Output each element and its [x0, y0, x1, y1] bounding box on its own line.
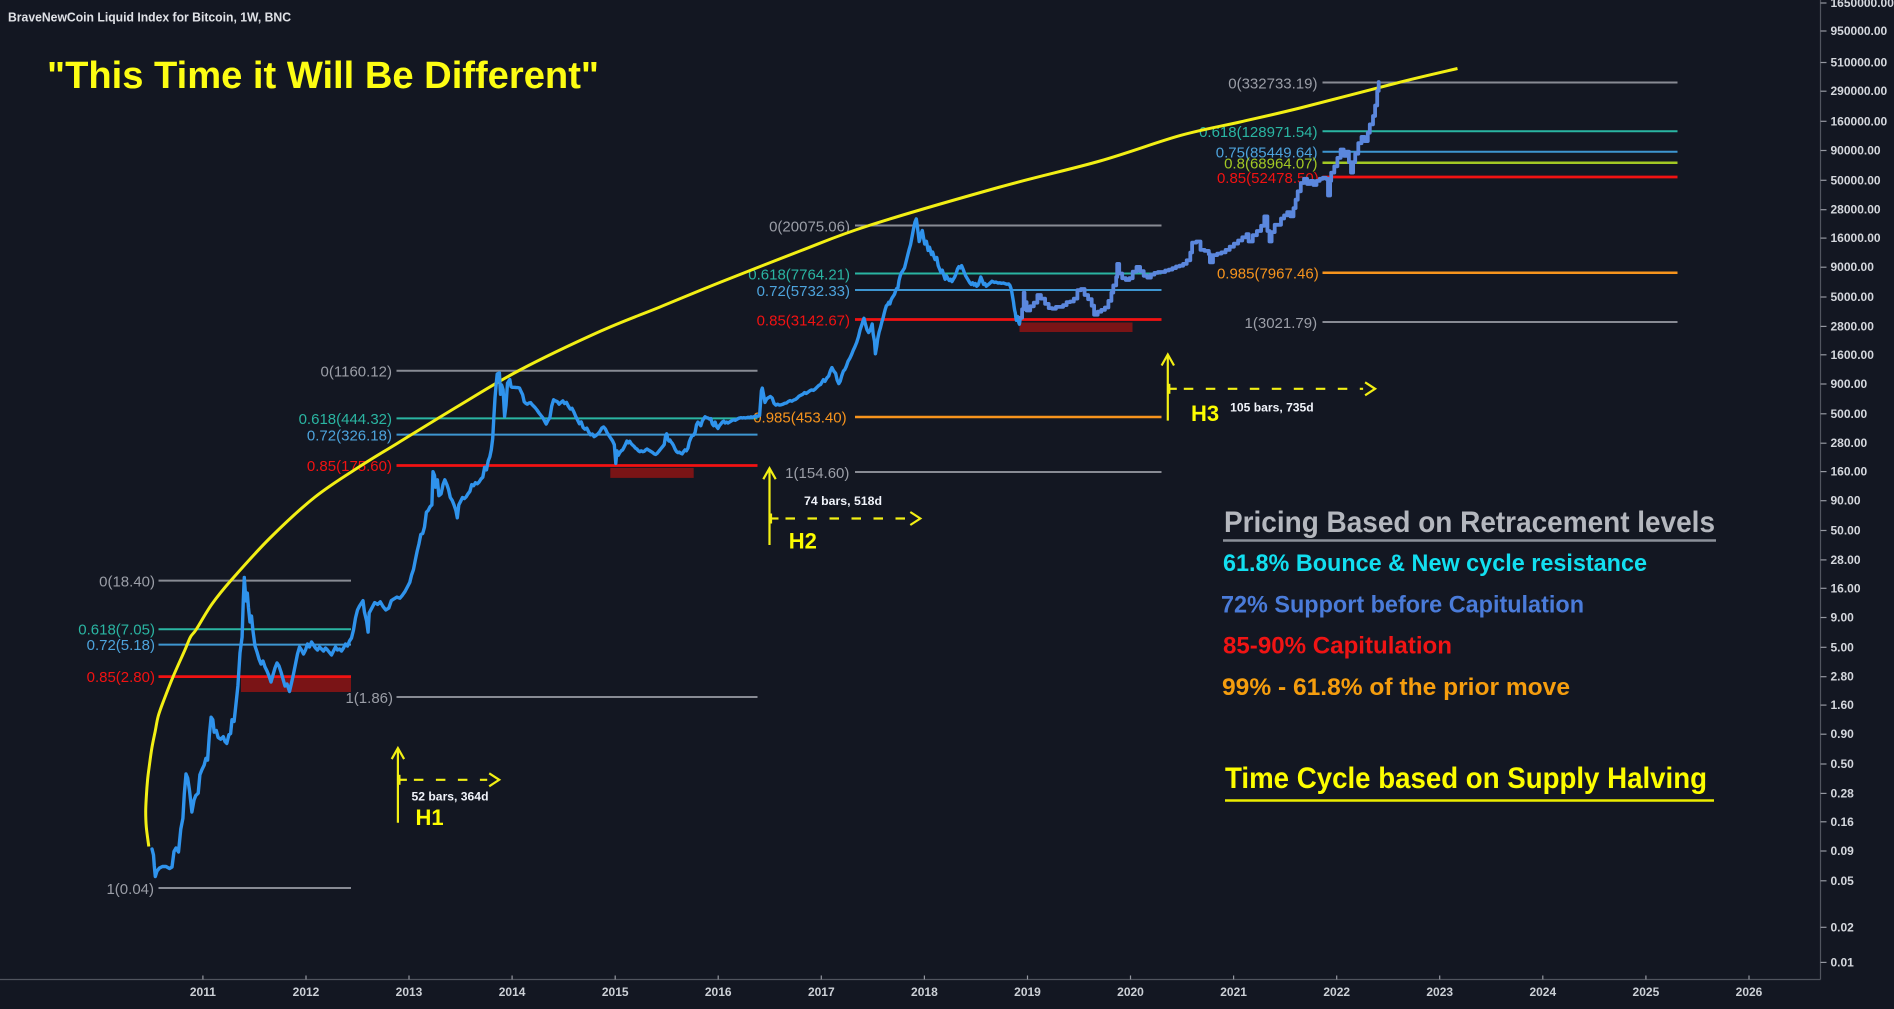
svg-text:2025: 2025 [1633, 985, 1660, 999]
svg-text:0.985(453.40): 0.985(453.40) [753, 410, 846, 427]
svg-text:105 bars, 735d: 105 bars, 735d [1230, 401, 1314, 415]
svg-text:74 bars, 518d: 74 bars, 518d [804, 494, 882, 508]
svg-text:72% Support before Capitulatio: 72% Support before Capitulation [1221, 592, 1584, 619]
svg-text:28.00: 28.00 [1831, 553, 1861, 567]
svg-text:0(20075.06): 0(20075.06) [769, 218, 850, 235]
svg-text:2011: 2011 [190, 985, 216, 999]
svg-text:BraveNewCoin Liquid Index for: BraveNewCoin Liquid Index for Bitcoin, 1… [8, 10, 292, 25]
svg-text:90000.00: 90000.00 [1831, 144, 1881, 158]
svg-text:0.05: 0.05 [1831, 874, 1855, 888]
svg-text:"This Time it Will Be Differen: "This Time it Will Be Different" [47, 55, 599, 97]
svg-text:2016: 2016 [705, 985, 732, 999]
svg-text:0.72(326.18): 0.72(326.18) [307, 428, 392, 445]
svg-text:160.00: 160.00 [1831, 465, 1868, 479]
svg-text:2.80: 2.80 [1831, 670, 1855, 684]
svg-text:0.02: 0.02 [1831, 920, 1855, 934]
svg-text:1(154.60): 1(154.60) [785, 465, 849, 482]
svg-text:0.985(7967.46): 0.985(7967.46) [1217, 266, 1319, 283]
svg-text:99% - 61.8% of the prior move: 99% - 61.8% of the prior move [1222, 674, 1570, 701]
svg-text:5000.00: 5000.00 [1831, 290, 1875, 304]
svg-text:50000.00: 50000.00 [1831, 173, 1881, 187]
svg-text:950000.00: 950000.00 [1831, 24, 1888, 38]
svg-text:9000.00: 9000.00 [1831, 260, 1875, 274]
svg-text:2019: 2019 [1014, 985, 1041, 999]
svg-text:2023: 2023 [1426, 985, 1453, 999]
svg-text:52 bars, 364d: 52 bars, 364d [412, 790, 489, 804]
svg-text:2012: 2012 [293, 985, 320, 999]
svg-text:H3: H3 [1191, 401, 1219, 426]
svg-text:Pricing Based on Retracement l: Pricing Based on Retracement levels [1224, 506, 1715, 539]
svg-text:2800.00: 2800.00 [1831, 319, 1875, 333]
svg-text:2015: 2015 [602, 985, 629, 999]
svg-text:2014: 2014 [499, 985, 526, 999]
svg-text:5.00: 5.00 [1831, 640, 1855, 654]
svg-text:0.16: 0.16 [1831, 815, 1855, 829]
svg-text:0.72(5.18): 0.72(5.18) [87, 637, 155, 654]
svg-text:H1: H1 [416, 805, 444, 830]
svg-text:0.01: 0.01 [1831, 955, 1855, 969]
svg-text:16000.00: 16000.00 [1831, 231, 1881, 245]
svg-text:2022: 2022 [1323, 985, 1350, 999]
svg-text:280.00: 280.00 [1831, 436, 1868, 450]
svg-text:0.85(2.80): 0.85(2.80) [87, 669, 155, 686]
svg-text:2013: 2013 [396, 985, 423, 999]
svg-text:1650000.00: 1650000.00 [1831, 0, 1894, 10]
svg-text:50.00: 50.00 [1831, 524, 1861, 538]
svg-text:1(3021.79): 1(3021.79) [1245, 315, 1318, 332]
svg-text:0.618(444.32): 0.618(444.32) [299, 411, 392, 428]
svg-text:0.28: 0.28 [1831, 786, 1855, 800]
svg-text:2018: 2018 [911, 985, 938, 999]
svg-text:510000.00: 510000.00 [1831, 56, 1888, 70]
svg-text:1(0.04): 1(0.04) [106, 881, 154, 898]
svg-text:0.72(5732.33): 0.72(5732.33) [757, 283, 850, 300]
svg-text:2021: 2021 [1220, 985, 1247, 999]
svg-text:0(1160.12): 0(1160.12) [321, 364, 392, 381]
svg-text:28000.00: 28000.00 [1831, 203, 1881, 217]
svg-text:0.50: 0.50 [1831, 757, 1855, 771]
svg-text:16.00: 16.00 [1831, 581, 1861, 595]
svg-text:900.00: 900.00 [1831, 377, 1868, 391]
svg-text:1(1.86): 1(1.86) [345, 690, 393, 707]
svg-text:2024: 2024 [1529, 985, 1556, 999]
svg-text:290000.00: 290000.00 [1831, 84, 1888, 98]
svg-text:Time Cycle based on Supply Hal: Time Cycle based on Supply Halving [1225, 762, 1707, 795]
svg-text:0.618(7764.21): 0.618(7764.21) [748, 266, 850, 283]
svg-text:0.90: 0.90 [1831, 727, 1855, 741]
svg-text:0(18.40): 0(18.40) [99, 574, 155, 591]
svg-text:0.618(7.05): 0.618(7.05) [78, 622, 155, 639]
svg-text:0.09: 0.09 [1831, 844, 1855, 858]
svg-text:1600.00: 1600.00 [1831, 348, 1875, 362]
svg-text:0(332733.19): 0(332733.19) [1228, 75, 1317, 92]
svg-text:2020: 2020 [1117, 985, 1144, 999]
svg-text:1.60: 1.60 [1831, 698, 1855, 712]
svg-text:2017: 2017 [808, 985, 835, 999]
svg-text:90.00: 90.00 [1831, 494, 1861, 508]
svg-text:2026: 2026 [1736, 985, 1763, 999]
svg-text:61.8% Bounce & New cycle resis: 61.8% Bounce & New cycle resistance [1223, 550, 1647, 577]
svg-text:H2: H2 [789, 529, 817, 554]
svg-text:500.00: 500.00 [1831, 407, 1868, 421]
svg-text:160000.00: 160000.00 [1831, 114, 1888, 128]
svg-text:9.00: 9.00 [1831, 611, 1855, 625]
svg-text:0.85(3142.67): 0.85(3142.67) [757, 312, 850, 329]
svg-text:85-90% Capitulation: 85-90% Capitulation [1223, 633, 1452, 660]
